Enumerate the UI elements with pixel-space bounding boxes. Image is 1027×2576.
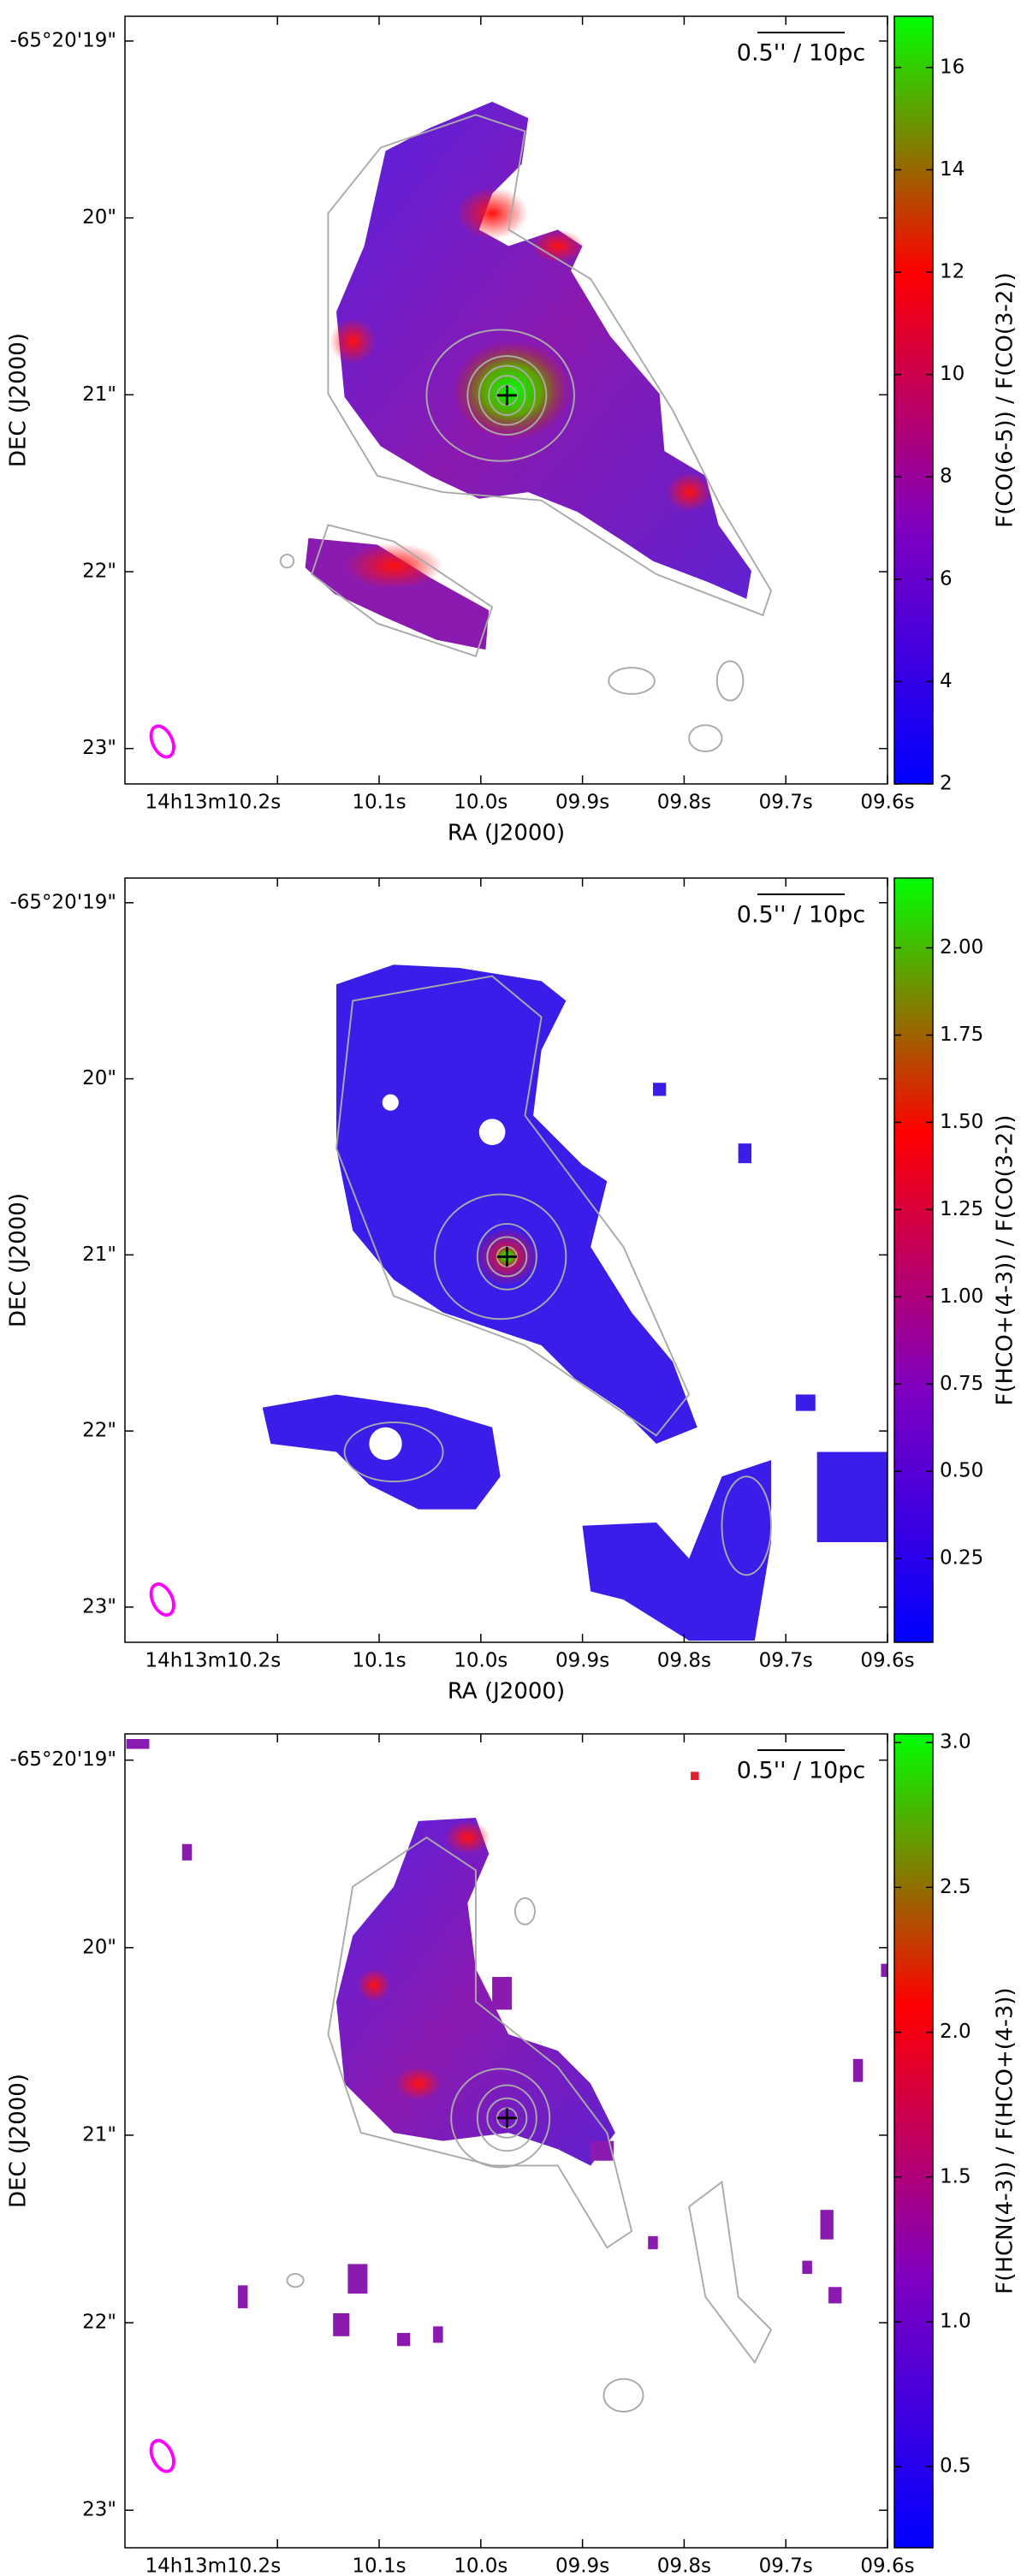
axes-frame [124,877,888,1643]
colorbar-label: F(HCN(4-3)) / F(HCO+(4-3)) [993,1987,1018,2294]
scale-bar-label: 0.5'' / 10pc [737,902,865,929]
colorbar-tick-label: 1.0 [940,2311,971,2333]
y-tick-label: -65°20'19" [9,891,116,913]
colorbar-label: F(HCO+(4-3)) / F(CO(3-2)) [993,1115,1018,1406]
y-tick-label: 22" [82,560,116,582]
colorbar-tick-label: 1.75 [940,1024,983,1046]
map-image [149,101,773,759]
x-axis-label: RA (J2000) [448,1679,565,1705]
colorbar-tick-label: 12 [940,261,965,283]
x-tick-label: 09.7s [759,1650,813,1672]
x-tick-label: 14h13m10.2s [145,1650,281,1672]
x-axis-label: RA (J2000) [448,821,565,846]
y-tick-label: 22" [82,1420,116,1442]
axes-frame [124,1733,888,2549]
x-tick-label: 10.1s [352,2555,406,2576]
y-tick-label: 21" [82,1243,116,1266]
x-tick-label: 10.0s [454,1650,508,1672]
x-tick-label: 10.0s [454,2555,508,2576]
colorbar [893,1733,934,2549]
y-tick-label: 23" [82,737,116,759]
x-tick-label: 09.7s [759,2555,813,2576]
y-tick-label: 23" [82,1595,116,1617]
colorbar-tick-label: 1.25 [940,1198,983,1220]
y-tick-label: 21" [82,2123,116,2146]
colorbar-tick-label: 10 [940,363,965,385]
colorbar-tick-label: 0.50 [940,1460,983,1482]
colorbar [893,15,934,785]
x-tick-label: 09.8s [657,1650,711,1672]
y-tick-label: 22" [82,2312,116,2334]
colorbar-tick-label: 4 [940,670,953,692]
x-tick-label: 09.9s [555,1650,609,1672]
colorbar-tick-label: 2.00 [940,936,983,959]
colorbar-tick-label: 1.00 [940,1285,983,1308]
y-tick-label: -65°20'19" [9,1748,116,1771]
x-tick-label: 09.9s [555,792,609,814]
x-tick-label: 09.6s [860,1650,914,1672]
map-image [126,1739,887,2473]
colorbar-tick-label: 14 [940,158,965,181]
colorbar-tick-label: 2.0 [940,2021,971,2043]
x-tick-label: 10.1s [352,792,406,814]
y-tick-label: -65°20'19" [9,29,116,51]
colorbar-tick-label: 6 [940,567,953,590]
x-tick-label: 14h13m10.2s [145,2555,281,2576]
x-tick-label: 09.8s [657,2555,711,2576]
y-tick-label: 23" [82,2499,116,2521]
x-tick-label: 09.7s [759,792,813,814]
colorbar-tick-label: 0.75 [940,1373,983,1395]
y-axis-label: DEC (J2000) [6,2074,32,2208]
y-tick-label: 21" [82,383,116,406]
colorbar-tick-label: 2 [940,773,953,795]
map-image [149,965,887,1641]
x-tick-label: 14h13m10.2s [145,792,281,814]
x-tick-label: 10.0s [454,792,508,814]
x-tick-label: 09.8s [657,792,711,814]
x-tick-label: 09.9s [555,2555,609,2576]
axes-frame [124,15,888,785]
colorbar-tick-label: 1.50 [940,1111,983,1133]
x-tick-label: 09.6s [860,2555,914,2576]
y-tick-label: 20" [82,1936,116,1958]
x-tick-label: 09.6s [860,792,914,814]
colorbar-tick-label: 8 [940,466,953,488]
colorbar-tick-label: 3.0 [940,1731,971,1754]
y-axis-label: DEC (J2000) [6,333,32,467]
colorbar-tick-label: 2.5 [940,1876,971,1898]
colorbar [893,877,934,1643]
y-axis-label: DEC (J2000) [6,1193,32,1327]
y-tick-label: 20" [82,1067,116,1089]
scale-bar-label: 0.5'' / 10pc [737,40,865,67]
scale-bar-label: 0.5'' / 10pc [737,1758,865,1784]
colorbar-tick-label: 1.5 [940,2165,971,2187]
colorbar-label: F(CO(6-5)) / F(CO(3-2)) [993,272,1018,528]
colorbar-tick-label: 0.5 [940,2455,971,2478]
x-tick-label: 10.1s [352,1650,406,1672]
y-tick-label: 20" [82,206,116,229]
colorbar-tick-label: 0.25 [940,1547,983,1570]
colorbar-tick-label: 16 [940,56,965,78]
